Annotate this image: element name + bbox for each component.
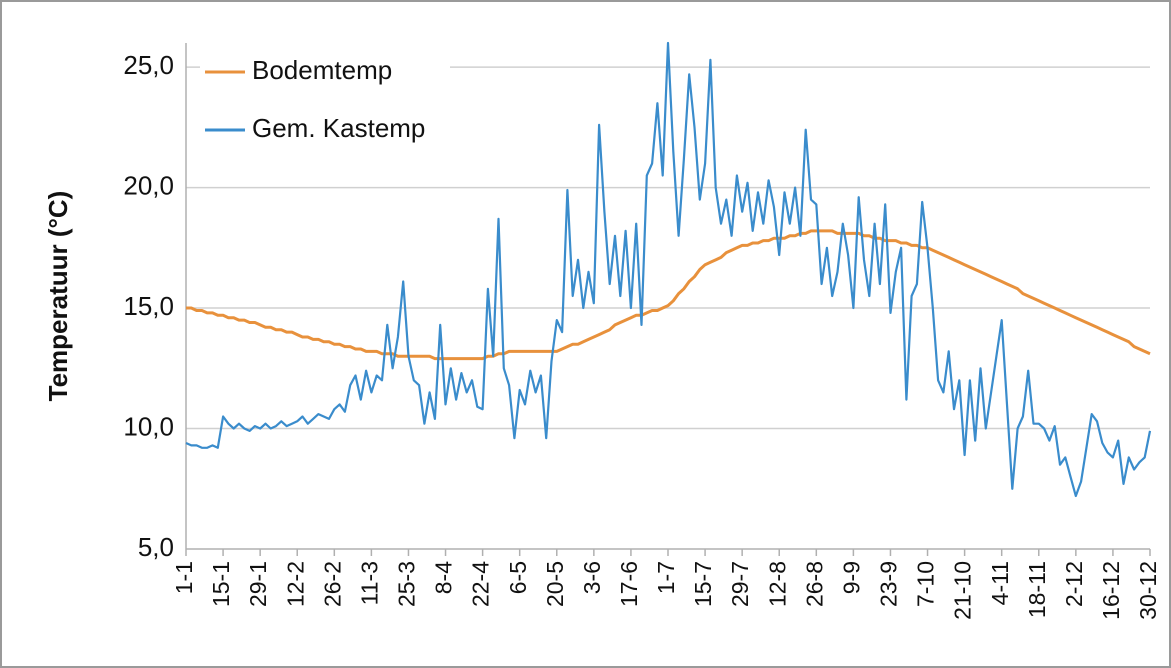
x-tick-label: 15-1 — [208, 561, 234, 607]
y-tick-label: 5,0 — [138, 532, 174, 562]
x-tick-label: 15-7 — [690, 561, 716, 607]
x-tick-label: 26-2 — [319, 561, 345, 607]
data-line — [186, 229, 1151, 361]
x-tick-label: 20-5 — [542, 561, 568, 607]
legend-label: Gem. Kastemp — [252, 113, 425, 143]
x-tick-label: 6-5 — [505, 561, 531, 594]
x-tick-label: 22-4 — [468, 561, 494, 607]
x-tick-label: 18-11 — [1024, 561, 1050, 618]
x-tick-label: 9-9 — [838, 561, 864, 594]
x-tick-label: 21-10 — [950, 561, 976, 620]
x-tick-label: 17-6 — [616, 561, 642, 607]
x-tick-label: 26-8 — [801, 561, 827, 607]
x-tick-label: 16-12 — [1098, 561, 1124, 620]
data-line — [185, 41, 1152, 498]
y-axis-label: Temperatuur (°C) — [43, 191, 73, 402]
y-tick-label: 15,0 — [123, 291, 174, 321]
y-tick-label: 25,0 — [123, 50, 174, 80]
x-tick-label: 12-8 — [764, 561, 790, 607]
x-tick-label: 29-1 — [245, 561, 271, 607]
x-tick-label: 12-2 — [282, 561, 308, 607]
x-tick-label: 25-3 — [394, 561, 420, 607]
x-tick-label: 1-1 — [171, 561, 197, 594]
y-tick-label: 20,0 — [123, 170, 174, 200]
x-tick-label: 3-6 — [579, 561, 605, 594]
x-tick-label: 29-7 — [727, 561, 753, 607]
y-tick-label: 10,0 — [123, 411, 174, 441]
legend-label: Bodemtemp — [252, 55, 392, 85]
x-tick-label: 23-9 — [876, 561, 902, 607]
x-tick-label: 2-12 — [1061, 561, 1087, 607]
x-tick-label: 11-3 — [356, 561, 382, 605]
legend-bg — [200, 108, 490, 152]
x-tick-label: 4-11 — [987, 561, 1013, 605]
x-tick-label: 30-12 — [1135, 561, 1161, 620]
x-tick-label: 7-10 — [913, 561, 939, 607]
x-tick-label: 1-7 — [653, 561, 679, 594]
x-tick-label: 8-4 — [431, 561, 457, 594]
